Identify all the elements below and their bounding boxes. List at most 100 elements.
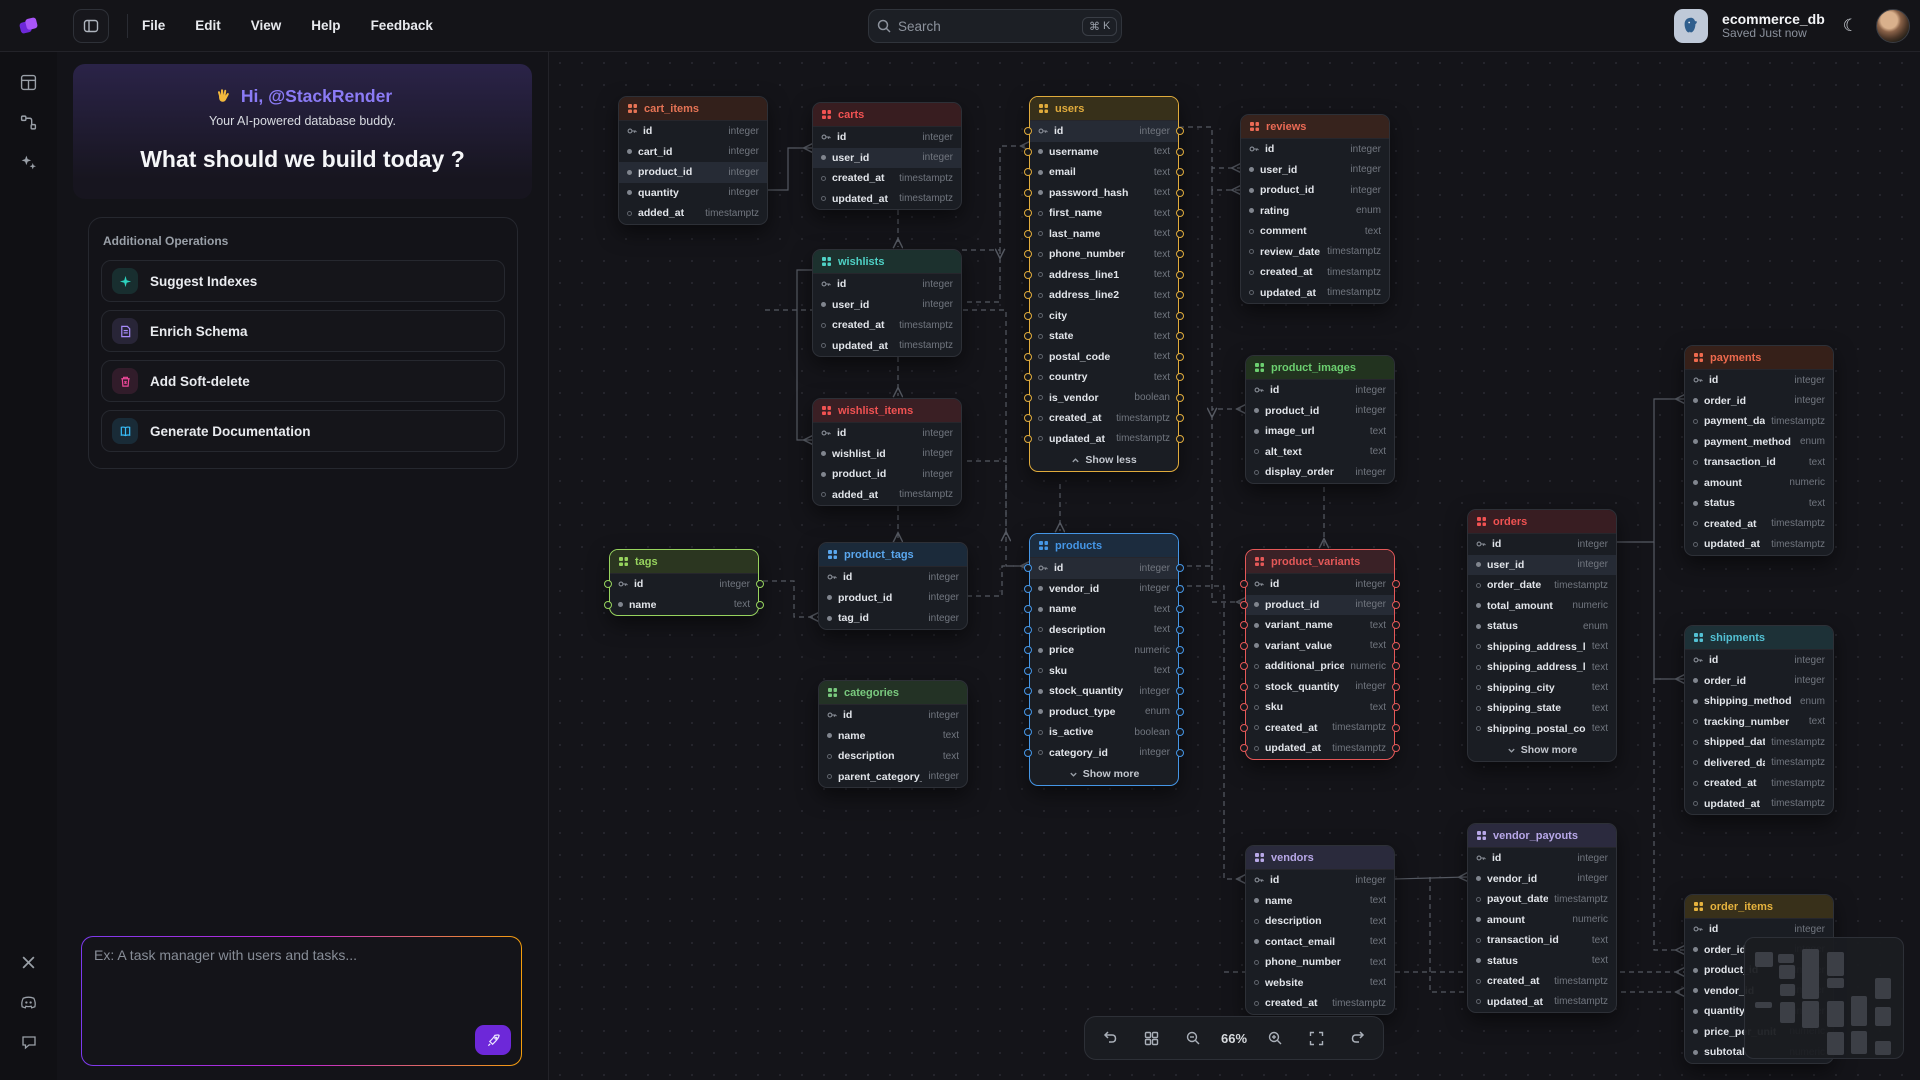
table-categories[interactable]: categories id integer name text description te…: [818, 680, 968, 788]
field-product_variants-created_at[interactable]: created_at timestamptz: [1240, 718, 1400, 739]
field-vendors-website[interactable]: website text: [1246, 973, 1394, 994]
field-shipments-shipping_method[interactable]: shipping_method enum: [1685, 691, 1833, 712]
field-product_images-display_order[interactable]: display_order integer: [1246, 462, 1394, 483]
feedback-bubble-icon[interactable]: [12, 1026, 46, 1058]
table-header-product_images[interactable]: product_images: [1246, 356, 1394, 380]
field-payments-status[interactable]: status text: [1685, 493, 1833, 514]
table-header-wishlists[interactable]: wishlists: [813, 250, 961, 274]
field-product_variants-additional_price[interactable]: additional_price numeric: [1240, 656, 1400, 677]
field-shipments-delivered_date[interactable]: delivered_date timestamptz: [1685, 753, 1833, 774]
field-wishlists-created_at[interactable]: created_at timestamptz: [813, 315, 961, 336]
field-users-postal_code[interactable]: postal_code text: [1024, 347, 1184, 368]
field-payments-id[interactable]: id integer: [1685, 370, 1833, 391]
toggle-sidebar-button[interactable]: [73, 8, 109, 43]
table-header-products[interactable]: products: [1030, 534, 1178, 558]
field-payments-transaction_id[interactable]: transaction_id text: [1685, 452, 1833, 473]
redo-button[interactable]: [1345, 1025, 1371, 1051]
field-cart_items-quantity[interactable]: quantity integer: [619, 183, 767, 204]
field-users-id[interactable]: id integer: [1024, 121, 1184, 142]
field-payments-order_id[interactable]: order_id integer: [1685, 391, 1833, 412]
field-wishlists-id[interactable]: id integer: [813, 274, 961, 295]
field-carts-updated_at[interactable]: updated_at timestamptz: [813, 189, 961, 210]
field-orders-id[interactable]: id integer: [1468, 534, 1616, 555]
field-carts-user_id[interactable]: user_id integer: [813, 147, 961, 168]
field-wishlists-updated_at[interactable]: updated_at timestamptz: [813, 336, 961, 357]
undo-button[interactable]: [1097, 1025, 1123, 1051]
field-users-last_name[interactable]: last_name text: [1024, 224, 1184, 245]
field-products-stock_quantity[interactable]: stock_quantity integer: [1024, 681, 1184, 702]
field-users-country[interactable]: country text: [1024, 367, 1184, 388]
zoom-level-label[interactable]: 66%: [1220, 1030, 1248, 1046]
menu-file[interactable]: File: [142, 18, 166, 33]
menu-feedback[interactable]: Feedback: [370, 18, 433, 33]
table-wishlist_items[interactable]: wishlist_items id integer wishlist_id intege…: [812, 398, 962, 506]
field-payments-payment_method[interactable]: payment_method enum: [1685, 432, 1833, 453]
table-products[interactable]: products id integer vendor_id integer name tex…: [1024, 533, 1184, 786]
dark-mode-toggle[interactable]: ☾: [1839, 12, 1862, 40]
field-orders-shipping_address_line1[interactable]: shipping_address_line1 text: [1468, 637, 1616, 658]
operation-add-soft-delete[interactable]: Add Soft-delete: [101, 360, 505, 402]
field-order_items-id[interactable]: id integer: [1685, 919, 1833, 940]
field-products-is_active[interactable]: is_active boolean: [1024, 722, 1184, 743]
field-shipments-order_id[interactable]: order_id integer: [1685, 671, 1833, 692]
stackrender-logo[interactable]: [0, 0, 57, 52]
field-orders-shipping_state[interactable]: shipping_state text: [1468, 698, 1616, 719]
field-shipments-id[interactable]: id integer: [1685, 650, 1833, 671]
field-vendor_payouts-created_at[interactable]: created_at timestamptz: [1468, 971, 1616, 992]
field-reviews-comment[interactable]: comment text: [1241, 221, 1389, 242]
field-users-is_vendor[interactable]: is_vendor boolean: [1024, 388, 1184, 409]
field-vendors-phone_number[interactable]: phone_number text: [1246, 952, 1394, 973]
field-payments-updated_at[interactable]: updated_at timestamptz: [1685, 534, 1833, 555]
field-orders-shipping_postal_code[interactable]: shipping_postal_code text: [1468, 719, 1616, 740]
discord-icon[interactable]: [12, 986, 46, 1018]
table-header-reviews[interactable]: reviews: [1241, 115, 1389, 139]
show-more-button[interactable]: Show more: [1468, 739, 1616, 761]
table-payments[interactable]: payments id integer order_id integer payment_…: [1684, 345, 1834, 556]
field-reviews-rating[interactable]: rating enum: [1241, 201, 1389, 222]
field-carts-id[interactable]: id integer: [813, 127, 961, 148]
table-product_images[interactable]: product_images id integer product_id integer…: [1245, 355, 1395, 484]
field-users-first_name[interactable]: first_name text: [1024, 203, 1184, 224]
field-wishlist_items-added_at[interactable]: added_at timestamptz: [813, 485, 961, 506]
field-users-city[interactable]: city text: [1024, 306, 1184, 327]
fit-view-button[interactable]: [1304, 1025, 1330, 1051]
field-users-phone_number[interactable]: phone_number text: [1024, 244, 1184, 265]
tables-panel-icon[interactable]: [12, 66, 46, 98]
field-reviews-updated_at[interactable]: updated_at timestamptz: [1241, 283, 1389, 304]
x-social-icon[interactable]: [12, 946, 46, 978]
field-users-address_line2[interactable]: address_line2 text: [1024, 285, 1184, 306]
field-reviews-product_id[interactable]: product_id integer: [1241, 180, 1389, 201]
field-vendors-contact_email[interactable]: contact_email text: [1246, 932, 1394, 953]
table-product_variants[interactable]: product_variants id integer product_id integ…: [1240, 549, 1400, 760]
table-header-shipments[interactable]: shipments: [1685, 626, 1833, 650]
field-product_variants-id[interactable]: id integer: [1240, 574, 1400, 595]
field-product_images-product_id[interactable]: product_id integer: [1246, 401, 1394, 422]
field-reviews-id[interactable]: id integer: [1241, 139, 1389, 160]
field-cart_items-added_at[interactable]: added_at timestamptz: [619, 203, 767, 224]
field-orders-total_amount[interactable]: total_amount numeric: [1468, 596, 1616, 617]
table-carts[interactable]: carts id integer user_id integer created_at ti…: [812, 102, 962, 210]
field-products-vendor_id[interactable]: vendor_id integer: [1024, 579, 1184, 600]
user-avatar[interactable]: [1876, 9, 1910, 43]
field-tags-name[interactable]: name text: [604, 595, 764, 616]
field-payments-created_at[interactable]: created_at timestamptz: [1685, 514, 1833, 535]
field-categories-id[interactable]: id integer: [819, 705, 967, 726]
table-header-users[interactable]: users: [1030, 97, 1178, 121]
table-tags[interactable]: tags id integer name text: [604, 549, 764, 616]
show-less-button[interactable]: Show less: [1030, 449, 1178, 471]
field-vendor_payouts-vendor_id[interactable]: vendor_id integer: [1468, 869, 1616, 890]
field-product_images-id[interactable]: id integer: [1246, 380, 1394, 401]
connections-icon[interactable]: [12, 106, 46, 138]
field-users-updated_at[interactable]: updated_at timestamptz: [1024, 429, 1184, 450]
field-cart_items-product_id[interactable]: product_id integer: [619, 162, 767, 183]
field-product_variants-variant_value[interactable]: variant_value text: [1240, 636, 1400, 657]
field-products-product_type[interactable]: product_type enum: [1024, 702, 1184, 723]
field-product_variants-stock_quantity[interactable]: stock_quantity integer: [1240, 677, 1400, 698]
zoom-in-button[interactable]: [1262, 1025, 1288, 1051]
table-header-vendors[interactable]: vendors: [1246, 846, 1394, 870]
field-vendors-id[interactable]: id integer: [1246, 870, 1394, 891]
field-products-sku[interactable]: sku text: [1024, 661, 1184, 682]
field-orders-user_id[interactable]: user_id integer: [1468, 554, 1616, 575]
menu-view[interactable]: View: [250, 18, 282, 33]
field-shipments-tracking_number[interactable]: tracking_number text: [1685, 712, 1833, 733]
